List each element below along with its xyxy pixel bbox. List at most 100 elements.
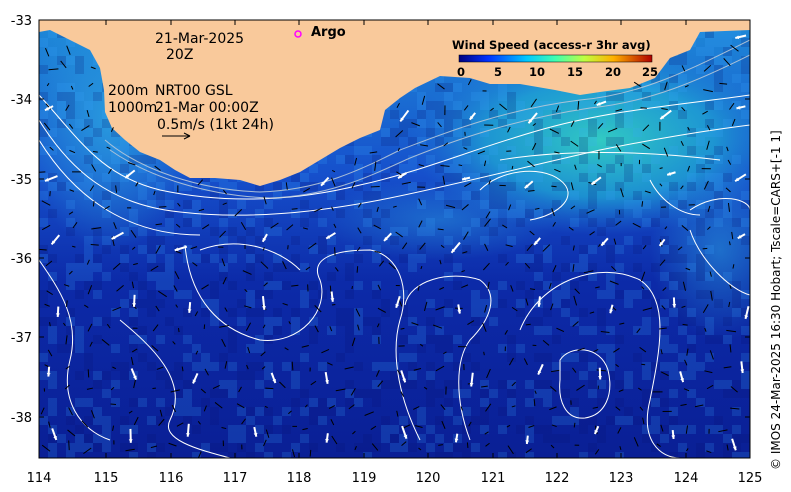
current-arrow xyxy=(351,337,356,347)
ocean-pixel xyxy=(75,263,84,272)
ocean-pixel xyxy=(246,371,255,380)
current-arrow xyxy=(415,425,423,428)
argo-marker[interactable] xyxy=(294,30,302,38)
current-arrow xyxy=(509,357,514,366)
ocean-pixel xyxy=(516,299,525,308)
ocean-pixel xyxy=(723,209,732,218)
current-arrow xyxy=(484,160,487,167)
ocean-pixel xyxy=(588,389,597,398)
ocean-pixel xyxy=(192,452,201,458)
current-arrow xyxy=(86,109,90,118)
current-arrow xyxy=(600,330,610,334)
current-arrow xyxy=(127,162,136,166)
ocean-pixel xyxy=(624,101,633,110)
ocean-pixel xyxy=(75,290,84,299)
legend-title: Wind Speed (access-r 3hr avg) xyxy=(452,38,651,52)
ocean-pixel xyxy=(588,191,597,200)
current-arrow xyxy=(710,290,713,301)
ocean-pixel xyxy=(246,218,255,227)
current-arrow xyxy=(91,227,102,230)
argo-label[interactable]: Argo xyxy=(311,25,346,40)
ocean-pixel xyxy=(732,218,741,227)
ocean-pixel xyxy=(633,155,642,164)
current-arrow xyxy=(468,421,472,427)
ocean-pixel xyxy=(660,398,669,407)
current-arrow xyxy=(642,307,653,311)
ocean-pixel xyxy=(291,308,300,317)
wind-arrow-head xyxy=(454,438,459,443)
current-arrow xyxy=(396,369,402,376)
ocean-pixel xyxy=(165,254,174,263)
ocean-pixel xyxy=(561,299,570,308)
ocean-pixel xyxy=(489,182,498,191)
current-arrow xyxy=(333,223,337,228)
current-arrow xyxy=(642,417,645,425)
ocean-pixel xyxy=(282,452,291,458)
current-arrow xyxy=(573,295,578,306)
ocean-pixel xyxy=(381,299,390,308)
ocean-pixel xyxy=(156,263,165,272)
current-arrow xyxy=(302,427,308,431)
ocean-pixel xyxy=(39,119,48,128)
ocean-pixel xyxy=(291,398,300,407)
ocean-pixel xyxy=(480,380,489,389)
ocean-pixel xyxy=(723,200,732,209)
current-arrow xyxy=(463,147,468,150)
current-arrow xyxy=(171,404,177,413)
current-arrow xyxy=(482,322,487,332)
wind-arrow-head xyxy=(395,303,400,308)
ocean-pixel xyxy=(615,335,624,344)
ocean-pixel xyxy=(462,137,471,146)
ocean-pixel xyxy=(111,146,120,155)
ocean-pixel xyxy=(372,191,381,200)
ocean-pixel xyxy=(399,434,408,443)
current-arrow xyxy=(68,270,73,275)
ocean-pixel xyxy=(66,443,75,452)
current-arrow xyxy=(155,305,160,312)
current-arrow xyxy=(125,448,135,452)
ocean-pixel xyxy=(102,236,111,245)
ocean-pixel xyxy=(84,245,93,254)
ocean-pixel xyxy=(93,290,102,299)
ocean-pixel xyxy=(741,371,750,380)
current-arrow xyxy=(413,367,422,371)
current-arrow xyxy=(732,264,735,269)
ocean-pixel xyxy=(327,398,336,407)
current-arrow xyxy=(432,324,443,329)
current-arrow xyxy=(400,327,405,330)
current-arrow xyxy=(577,347,585,351)
ocean-pixel xyxy=(66,101,75,110)
ocean-pixel xyxy=(507,398,516,407)
ocean-pixel xyxy=(228,326,237,335)
ocean-pixel xyxy=(705,128,714,137)
lon-tick-label: 116 xyxy=(159,471,184,486)
ocean-pixel xyxy=(444,452,453,458)
ocean-pixel xyxy=(696,443,705,452)
ocean-pixel xyxy=(597,317,606,326)
ocean-pixel xyxy=(93,407,102,416)
current-arrow xyxy=(87,323,93,332)
ocean-pixel xyxy=(228,362,237,371)
ocean-pixel xyxy=(156,191,165,200)
ocean-pixel xyxy=(444,119,453,128)
ocean-pixel xyxy=(480,416,489,425)
current-arrow xyxy=(706,450,712,454)
ocean-pixel xyxy=(264,200,273,209)
ocean-pixel xyxy=(183,416,192,425)
wind-arrow-head xyxy=(457,309,462,314)
ocean-pixel xyxy=(417,416,426,425)
ocean-pixel xyxy=(48,281,57,290)
ocean-pixel xyxy=(669,344,678,353)
current-arrow xyxy=(48,68,59,71)
current-arrow xyxy=(702,110,708,115)
lon-tick-label: 124 xyxy=(674,471,699,486)
ocean-pixel xyxy=(453,380,462,389)
ocean-pixel xyxy=(264,389,273,398)
wind-arrow-head xyxy=(51,240,56,245)
ocean-pixel xyxy=(570,353,579,362)
ocean-pixel xyxy=(390,443,399,452)
ocean-pixel xyxy=(363,209,372,218)
current-arrow xyxy=(420,144,429,147)
current-arrow xyxy=(153,190,156,196)
ocean-pixel xyxy=(336,317,345,326)
